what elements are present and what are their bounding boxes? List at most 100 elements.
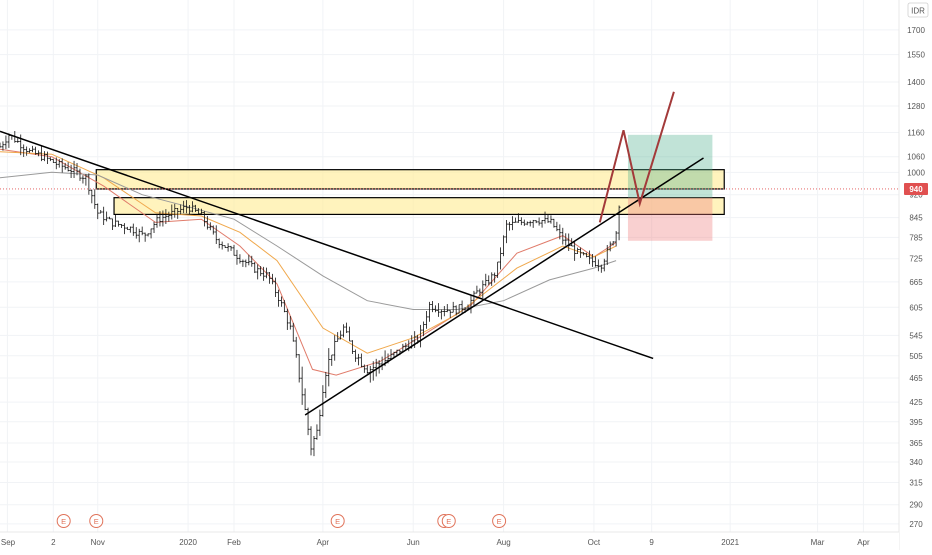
ohlc-bar bbox=[285, 308, 289, 330]
ohlc-bar bbox=[72, 160, 76, 178]
ohlc-bar bbox=[605, 244, 609, 265]
ohlc-bar bbox=[265, 267, 268, 279]
uptrend-line[interactable] bbox=[304, 157, 704, 416]
time-axis[interactable]: Sep 2 Nov 2020 Feb Apr Jun Aug Oct 9 2021 Mar Apr bbox=[0, 531, 899, 550]
event-marker[interactable]: E bbox=[56, 514, 71, 528]
event-marker-label: E bbox=[497, 517, 502, 526]
ohlc-bar bbox=[271, 273, 274, 285]
ohlc-bar bbox=[197, 208, 200, 215]
event-marker-label: E bbox=[94, 517, 99, 526]
ohlc-bar bbox=[519, 217, 523, 226]
ohlc-bar bbox=[579, 247, 582, 258]
ohlc-bar bbox=[259, 266, 263, 277]
ohlc-bar bbox=[499, 247, 502, 270]
resistance-zone[interactable] bbox=[113, 197, 725, 216]
price-tick-label: 725 bbox=[909, 255, 923, 264]
downtrend-line[interactable] bbox=[0, 130, 654, 360]
ohlc-bar bbox=[324, 371, 328, 398]
ohlc-bar bbox=[472, 290, 476, 308]
ohlc-bar bbox=[37, 150, 40, 157]
event-marker[interactable]: E bbox=[441, 514, 456, 528]
moving-average-line bbox=[0, 148, 617, 376]
time-tick-label: 2020 bbox=[179, 538, 197, 547]
ohlc-bar bbox=[87, 173, 91, 195]
ohlc-bar bbox=[25, 146, 29, 156]
ohlc-bar bbox=[152, 221, 156, 233]
ohlc-bar bbox=[428, 301, 431, 322]
ohlc-bar bbox=[226, 243, 230, 252]
moving-average-line bbox=[0, 171, 617, 310]
ohlc-bar bbox=[280, 296, 283, 307]
event-marker-circle[interactable] bbox=[492, 514, 507, 528]
price-tick-label: 545 bbox=[909, 331, 923, 340]
ohlc-bar bbox=[294, 336, 298, 358]
long-position-box[interactable] bbox=[627, 134, 713, 241]
ohlc-bar bbox=[262, 266, 266, 281]
price-tick-label: 340 bbox=[909, 458, 923, 467]
moving-average-line bbox=[0, 151, 617, 354]
profit-target-area[interactable] bbox=[627, 134, 713, 198]
ohlc-bar bbox=[303, 388, 307, 411]
event-marker[interactable]: E bbox=[492, 514, 507, 528]
ohlc-bar bbox=[238, 254, 242, 264]
ohlc-bar bbox=[200, 208, 203, 215]
projection-path[interactable] bbox=[598, 91, 675, 223]
ohlc-bar bbox=[111, 218, 114, 231]
ohlc-bar bbox=[321, 385, 325, 417]
ohlc-bar bbox=[327, 348, 331, 387]
currency-badge[interactable] bbox=[907, 2, 929, 18]
ohlc-bar bbox=[614, 231, 618, 247]
ohlc-bar bbox=[90, 189, 94, 204]
event-marker-circle[interactable] bbox=[56, 514, 71, 528]
ohlc-bar bbox=[134, 227, 138, 239]
event-marker-circle[interactable] bbox=[89, 514, 104, 528]
ohlc-bar bbox=[167, 211, 171, 222]
ohlc-bar bbox=[487, 275, 491, 286]
ohlc-bar bbox=[588, 250, 591, 265]
ohlc-bar bbox=[164, 209, 168, 225]
event-marker-circle[interactable] bbox=[330, 514, 345, 528]
price-tick-label: 1400 bbox=[907, 78, 925, 87]
ohlc-bar bbox=[339, 330, 343, 340]
resistance-zones bbox=[95, 169, 725, 216]
ohlc-bar bbox=[508, 221, 511, 231]
ohlc-bar bbox=[93, 189, 97, 209]
ohlc-bar bbox=[531, 219, 535, 228]
ohlc-bar bbox=[576, 247, 580, 254]
event-markers: EEEDEE bbox=[56, 514, 507, 528]
price-tick-label: 505 bbox=[909, 352, 923, 361]
ohlc-bar bbox=[211, 225, 215, 235]
event-marker[interactable]: E bbox=[89, 514, 104, 528]
ohlc-bar bbox=[57, 159, 61, 168]
ohlc-bar bbox=[573, 241, 577, 261]
price-tick-label: 1160 bbox=[907, 128, 925, 137]
ohlc-bar bbox=[194, 204, 197, 213]
ohlc-bar bbox=[274, 277, 277, 297]
price-tick-label: 1060 bbox=[907, 153, 925, 162]
event-marker[interactable]: E bbox=[330, 514, 345, 528]
trend-drawings[interactable] bbox=[0, 91, 704, 416]
event-marker-circle[interactable] bbox=[441, 514, 456, 528]
ohlc-bar bbox=[69, 164, 73, 178]
ohlc-bar bbox=[564, 233, 568, 246]
ohlc-bar bbox=[291, 322, 295, 342]
ohlc-bar bbox=[161, 210, 165, 227]
ohlc-bar bbox=[170, 204, 174, 220]
ohlc-bar bbox=[297, 354, 301, 383]
ohlc-bar bbox=[99, 210, 103, 214]
ohlc-bar bbox=[217, 238, 221, 249]
event-marker-label: E bbox=[446, 517, 451, 526]
ohlc-bar bbox=[146, 233, 150, 237]
ohlc-bar bbox=[253, 262, 257, 274]
ohlc-bar bbox=[54, 157, 58, 170]
ohlc-bar bbox=[155, 213, 159, 228]
ohlc-bar bbox=[496, 261, 500, 278]
ohlc-bar bbox=[241, 259, 245, 267]
stop-loss-area[interactable] bbox=[627, 197, 713, 241]
ohlc-bar bbox=[235, 249, 239, 265]
ohlc-bar bbox=[389, 349, 393, 361]
price-axis[interactable]: IDR 1700 1550 1400 1280 1160 1060 1000 920 845 78… bbox=[898, 0, 932, 550]
ohlc-bar bbox=[540, 219, 544, 228]
resistance-zone[interactable] bbox=[95, 169, 725, 190]
